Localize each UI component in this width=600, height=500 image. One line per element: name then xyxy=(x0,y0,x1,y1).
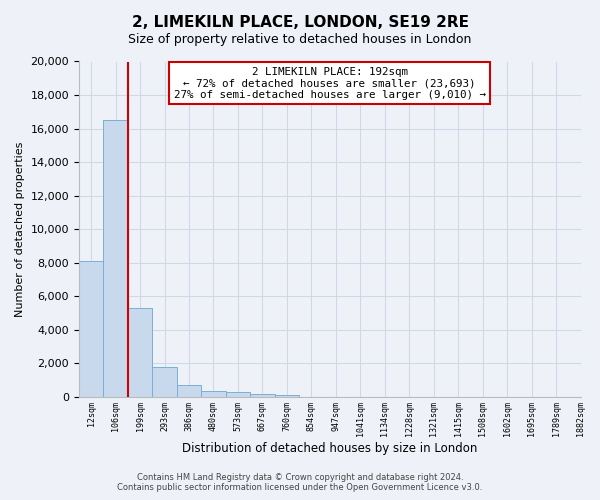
Bar xyxy=(103,120,128,396)
Text: Contains HM Land Registry data © Crown copyright and database right 2024.
Contai: Contains HM Land Registry data © Crown c… xyxy=(118,473,482,492)
Bar xyxy=(201,391,226,396)
Bar xyxy=(79,261,103,396)
Bar xyxy=(152,368,177,396)
Text: Size of property relative to detached houses in London: Size of property relative to detached ho… xyxy=(128,32,472,46)
Bar xyxy=(275,395,299,396)
X-axis label: Distribution of detached houses by size in London: Distribution of detached houses by size … xyxy=(182,442,478,455)
Text: 2 LIMEKILN PLACE: 192sqm
← 72% of detached houses are smaller (23,693)
27% of se: 2 LIMEKILN PLACE: 192sqm ← 72% of detach… xyxy=(174,66,486,100)
Bar xyxy=(128,308,152,396)
Bar xyxy=(226,392,250,396)
Y-axis label: Number of detached properties: Number of detached properties xyxy=(15,142,25,316)
Bar xyxy=(177,385,201,396)
Bar xyxy=(250,394,275,396)
Text: 2, LIMEKILN PLACE, LONDON, SE19 2RE: 2, LIMEKILN PLACE, LONDON, SE19 2RE xyxy=(131,15,469,30)
